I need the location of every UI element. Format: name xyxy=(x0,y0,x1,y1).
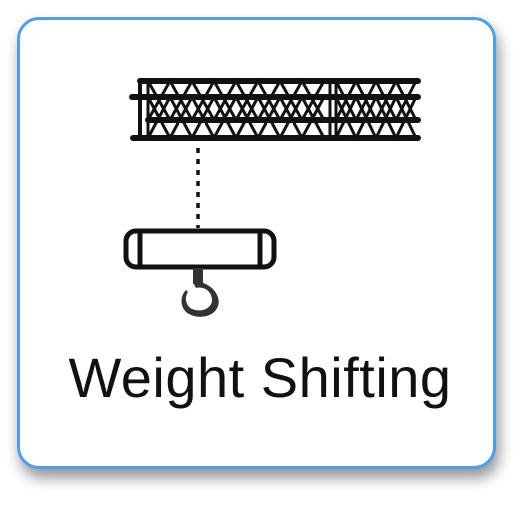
weight-shifting-tile[interactable] xyxy=(17,17,496,469)
